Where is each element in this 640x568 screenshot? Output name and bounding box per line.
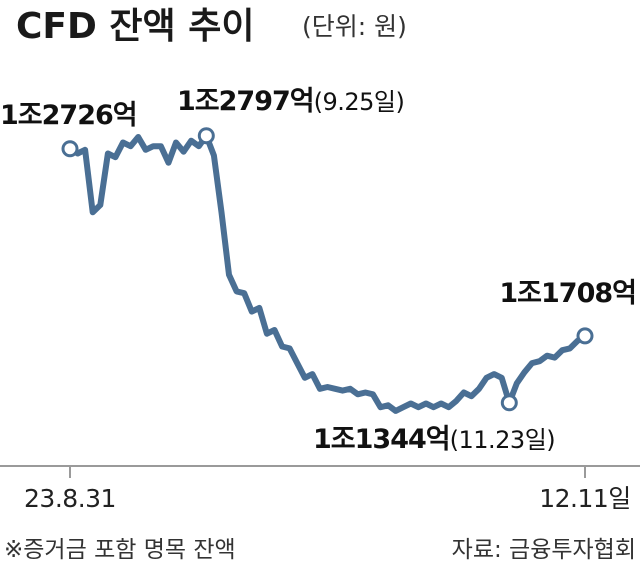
x-tick-label-start: 23.8.31 — [24, 484, 116, 513]
annotation-peak: 1조2797억(9.25일) — [177, 86, 404, 117]
annotation-low-value: 1조1344억 — [313, 424, 450, 455]
x-tick-label-end: 12.11일 — [539, 484, 631, 513]
annotation-end-value: 1조1708억 — [499, 278, 636, 309]
chart-title: CFD 잔액 추이 — [16, 6, 254, 47]
annotation-peak-date: (9.25일) — [314, 88, 405, 116]
highlight-point-3 — [576, 327, 594, 345]
highlight-markers — [61, 127, 594, 412]
footnote: ※증거금 포함 명목 잔액 — [4, 537, 236, 563]
source-credit: 자료: 금융투자협회 — [452, 537, 636, 563]
annotation-low: 1조1344억(11.23일) — [313, 424, 555, 455]
highlight-point-2 — [500, 394, 518, 412]
series-line — [67, 132, 588, 414]
annotation-peak-value: 1조2797억 — [177, 86, 314, 117]
highlight-point-1 — [197, 127, 215, 145]
annotation-start-value: 1조2726억 — [0, 100, 137, 131]
unit-label: (단위: 원) — [302, 12, 407, 41]
highlight-point-0 — [61, 140, 79, 158]
annotation-low-date: (11.23일) — [450, 426, 556, 454]
line-series — [67, 132, 588, 414]
